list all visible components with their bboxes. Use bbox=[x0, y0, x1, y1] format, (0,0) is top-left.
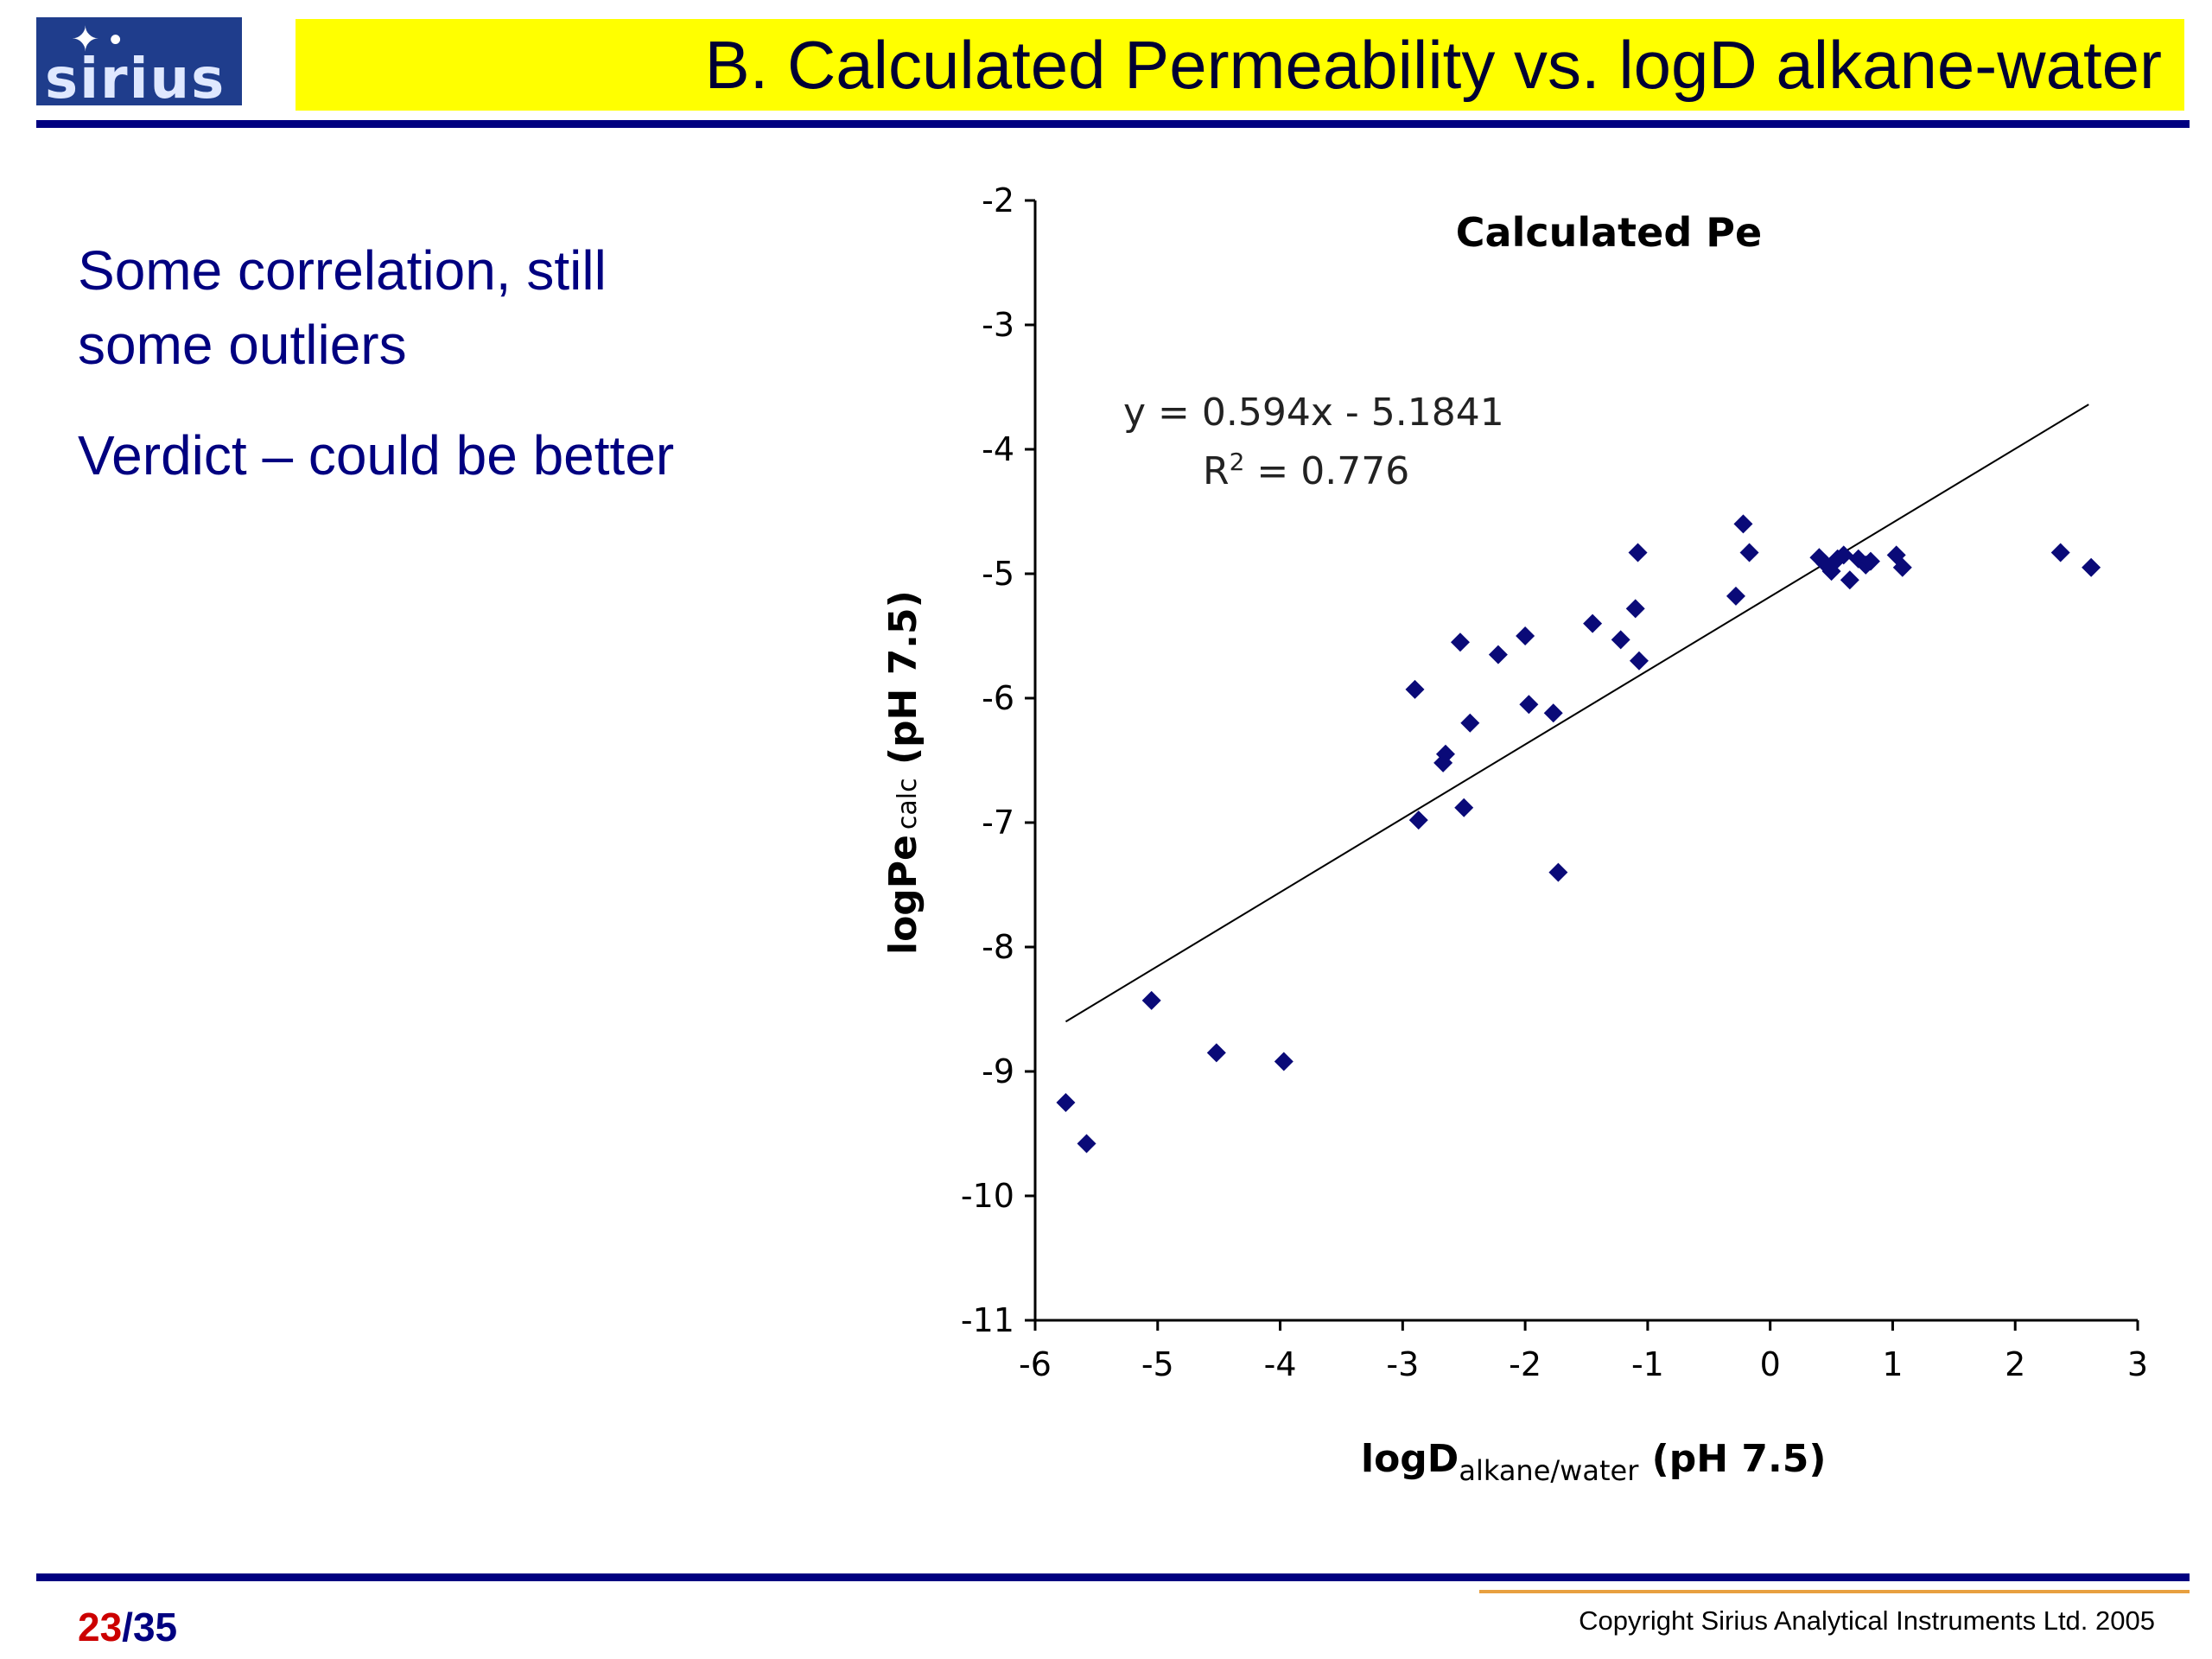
r-squared-r: R bbox=[1203, 449, 1230, 493]
data-point bbox=[1056, 1093, 1076, 1112]
trendline-equation: y = 0.594x - 5.1841 bbox=[1123, 391, 1504, 435]
data-point bbox=[1454, 798, 1474, 817]
y-axis-label: logPe calc (pH 7.5) bbox=[881, 590, 925, 955]
page-total: 35 bbox=[132, 1605, 178, 1649]
data-point bbox=[1583, 613, 1603, 633]
bullet-verdict: Verdict – could be better bbox=[78, 418, 674, 493]
data-point bbox=[1739, 543, 1759, 563]
page-separator: / bbox=[122, 1605, 133, 1649]
x-tick-label: -5 bbox=[1141, 1345, 1174, 1383]
data-point bbox=[1519, 695, 1539, 715]
data-point bbox=[1405, 679, 1425, 699]
data-point bbox=[1860, 551, 1880, 571]
x-tick-label: 0 bbox=[1760, 1345, 1781, 1383]
data-point bbox=[1077, 1134, 1096, 1154]
data-points bbox=[1056, 514, 2101, 1154]
data-point bbox=[1548, 862, 1568, 882]
slide-title: B. Calculated Permeability vs. logD alka… bbox=[704, 27, 2162, 103]
footer-accent-rule bbox=[1479, 1590, 2190, 1593]
data-point bbox=[1726, 586, 1745, 606]
x-tick-label: -2 bbox=[1509, 1345, 1541, 1383]
x-tick-label: -4 bbox=[1264, 1345, 1297, 1383]
footer-rule bbox=[36, 1573, 2190, 1581]
chart-title: Calculated Pe bbox=[1456, 209, 1762, 256]
data-point bbox=[1274, 1052, 1294, 1071]
x-tick-label: -6 bbox=[1019, 1345, 1052, 1383]
page-number: 23/35 bbox=[78, 1603, 177, 1651]
logo-stars: ✦ • bbox=[71, 21, 122, 59]
x-tick-label: 2 bbox=[2005, 1345, 2025, 1383]
data-point bbox=[1408, 810, 1428, 830]
y-tick-label: -10 bbox=[961, 1177, 1014, 1215]
data-point bbox=[1628, 543, 1648, 563]
data-point bbox=[1206, 1043, 1226, 1063]
axes: -2-3-4-5-6-7-8-9-10-11-6 -5 -4 -3 -2 -1 0 1 2 3 bbox=[961, 181, 2148, 1383]
data-point bbox=[1141, 990, 1161, 1010]
y-tick-label: -8 bbox=[982, 928, 1014, 966]
y-tick-label: -3 bbox=[982, 306, 1014, 344]
data-point bbox=[1840, 570, 1859, 590]
logo-text: sirius bbox=[45, 48, 226, 111]
y-tick-label: -6 bbox=[982, 679, 1014, 717]
header-rule bbox=[36, 120, 2190, 128]
x-axis-label: logDalkane/water (pH 7.5) bbox=[1361, 1437, 1826, 1487]
y-axis-label-main: logPe bbox=[881, 835, 925, 955]
data-point bbox=[1433, 753, 1453, 772]
title-bar: B. Calculated Permeability vs. logD alka… bbox=[296, 19, 2184, 111]
x-axis-label-sub: alkane/water bbox=[1459, 1454, 1639, 1487]
y-tick-label: -2 bbox=[982, 181, 1014, 219]
data-point bbox=[1611, 630, 1630, 650]
x-tick-label: 1 bbox=[1882, 1345, 1903, 1383]
data-point bbox=[1733, 514, 1753, 534]
page-current: 23 bbox=[78, 1605, 123, 1649]
data-point bbox=[2050, 543, 2070, 563]
bullet-correlation-line2: some outliers bbox=[78, 314, 407, 376]
data-point bbox=[1834, 545, 1853, 565]
bullet-correlation: Some correlation, still some outliers bbox=[78, 233, 607, 382]
r-squared-value: = 0.776 bbox=[1244, 449, 1409, 493]
sirius-logo: ✦ • sirius bbox=[36, 17, 242, 111]
x-axis-label-main: logD bbox=[1361, 1437, 1459, 1481]
y-axis-label-tail: (pH 7.5) bbox=[881, 590, 925, 778]
data-point bbox=[1450, 632, 1470, 652]
data-point bbox=[1629, 651, 1649, 671]
x-tick-label: 3 bbox=[2127, 1345, 2148, 1383]
y-tick-label: -7 bbox=[982, 804, 1014, 842]
y-tick-label: -11 bbox=[961, 1301, 1014, 1339]
y-tick-label: -4 bbox=[982, 430, 1014, 468]
data-point bbox=[1543, 703, 1563, 723]
r-squared-sup: 2 bbox=[1230, 448, 1245, 476]
data-point bbox=[1892, 557, 1912, 577]
copyright: Copyright Sirius Analytical Instruments … bbox=[1579, 1605, 2155, 1636]
y-tick-label: -5 bbox=[982, 555, 1014, 593]
r-squared-label: R2 = 0.776 bbox=[1203, 448, 1409, 493]
trendline-group bbox=[1065, 404, 2089, 1023]
x-axis-label-tail: (pH 7.5) bbox=[1638, 1437, 1826, 1481]
data-point bbox=[1625, 599, 1645, 619]
bullet-verdict-line1: Verdict – could be better bbox=[78, 424, 675, 486]
data-point bbox=[2082, 557, 2101, 577]
data-point bbox=[1460, 713, 1480, 733]
trendline bbox=[1065, 404, 2089, 1023]
x-tick-label: -1 bbox=[1631, 1345, 1664, 1383]
y-tick-label: -9 bbox=[982, 1052, 1014, 1090]
x-tick-label: -3 bbox=[1386, 1345, 1419, 1383]
data-point bbox=[1488, 645, 1508, 664]
data-point bbox=[1516, 626, 1535, 645]
y-axis-label-sub: calc bbox=[893, 778, 923, 830]
bullet-correlation-line1: Some correlation, still bbox=[78, 239, 607, 302]
